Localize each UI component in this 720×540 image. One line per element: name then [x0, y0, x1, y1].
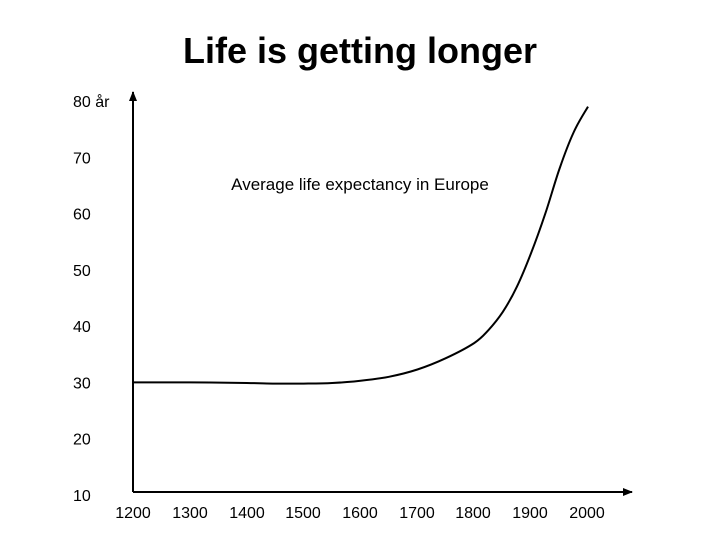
- chart-annotation: Average life expectancy in Europe: [231, 175, 489, 194]
- x-tick-label: 1800: [455, 505, 491, 522]
- x-tick-label: 1600: [342, 505, 378, 522]
- y-tick-label: 40: [73, 319, 91, 336]
- y-tick-label: 60: [73, 207, 91, 224]
- x-tick-label: 1500: [285, 505, 321, 522]
- y-tick-label: 50: [73, 263, 91, 280]
- y-tick-label: 80 år: [73, 93, 110, 111]
- x-tick-label: 1300: [172, 505, 208, 522]
- x-tick-label: 1900: [512, 505, 548, 522]
- y-tick-label: 20: [73, 432, 91, 449]
- chart-title: Life is getting longer: [182, 30, 537, 71]
- x-tick-label: 1200: [115, 505, 151, 522]
- x-tick-label: 1700: [399, 505, 435, 522]
- x-tick-label: 1400: [229, 505, 265, 522]
- x-tick-label: 2000: [569, 505, 605, 522]
- series-line: [132, 106, 589, 385]
- y-tick-label: 70: [73, 150, 91, 167]
- y-tick-label: 30: [73, 375, 91, 392]
- y-tick-label: 10: [73, 488, 91, 505]
